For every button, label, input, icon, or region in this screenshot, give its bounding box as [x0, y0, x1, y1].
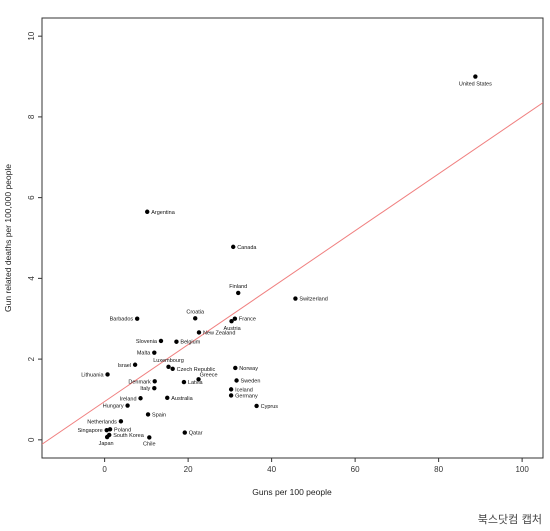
data-point: [104, 427, 109, 433]
point-label: Croatia: [186, 309, 205, 315]
data-point: [147, 435, 152, 440]
point-label: Iceland: [235, 387, 253, 393]
point-label: Lithuania: [81, 372, 104, 378]
data-points: United States Argentina Canada Finland Switz…: [78, 74, 492, 447]
point-label: Poland: [114, 427, 131, 433]
x-tick-label: 40: [267, 465, 276, 474]
data-point: [145, 412, 151, 417]
y-tick-label: 0: [27, 437, 36, 442]
point-label: Czech Republic: [177, 367, 216, 373]
axis-ticks: 0 20 40 60 80 100 0 2 4 6 8 10: [27, 31, 529, 474]
point-label: Singapore: [78, 428, 103, 434]
point-label: Netherlands: [87, 419, 117, 425]
point-label: Malta: [137, 351, 151, 357]
point-label: Hungary: [103, 404, 124, 410]
y-tick-label: 2: [27, 356, 36, 361]
regression-line-path: [42, 102, 543, 445]
data-point: [234, 378, 239, 383]
point-label: Germany: [235, 393, 258, 399]
data-point: [107, 427, 113, 432]
point-label: Australia: [171, 396, 193, 402]
point-label: Austria: [224, 326, 242, 332]
point-label: Sweden: [241, 378, 261, 384]
data-point: [233, 365, 238, 371]
data-point: [152, 385, 157, 391]
data-point: [293, 296, 298, 301]
point-label: Finland: [229, 284, 247, 290]
point-label: Chile: [143, 441, 156, 447]
data-point: [170, 366, 175, 371]
data-point: [232, 316, 238, 321]
data-point: [152, 350, 157, 355]
image-credit: 북스닷컴 캡처: [477, 513, 542, 526]
point-label: New Zealand: [203, 330, 235, 336]
point-label: Belgium: [180, 340, 200, 346]
point-label: Argentina: [151, 210, 175, 216]
data-point: [228, 387, 234, 392]
plot-frame: [41, 17, 544, 459]
point-label: Ireland: [120, 396, 137, 402]
x-tick-label: 0: [102, 465, 107, 474]
point-label: Spain: [152, 412, 166, 418]
point-label: South Korea: [113, 433, 145, 439]
point-label: Barbados: [110, 317, 134, 323]
y-tick-label: 6: [27, 195, 36, 200]
point-label: Israel: [118, 363, 131, 369]
point-label: Cyprus: [261, 404, 279, 410]
data-point: [473, 74, 478, 79]
point-label: Switzerland: [299, 297, 327, 303]
data-point: [105, 372, 110, 377]
point-label: United States: [459, 82, 492, 88]
data-point: [145, 209, 150, 214]
point-label: Canada: [237, 245, 257, 251]
data-point: [193, 316, 198, 321]
data-point: [166, 364, 171, 369]
x-tick-label: 60: [351, 465, 360, 474]
x-tick-label: 100: [515, 465, 529, 474]
y-tick-label: 10: [27, 31, 36, 40]
y-tick-label: 8: [27, 114, 36, 119]
data-point: [196, 330, 202, 335]
data-point: [125, 403, 130, 408]
x-axis-title: Guns per 100 people: [252, 487, 332, 497]
point-label: Qatar: [189, 431, 203, 437]
point-label: Italy: [140, 386, 150, 392]
point-label: Latvia: [188, 380, 204, 386]
point-label: Slovenia: [136, 339, 158, 345]
point-label: Luxembourg: [153, 358, 184, 364]
data-point: [181, 379, 187, 385]
data-point: [165, 395, 170, 401]
data-point: [104, 434, 110, 440]
point-label: Japan: [99, 441, 114, 447]
data-point: [182, 430, 187, 435]
data-point: [138, 396, 143, 401]
regression-line: [42, 102, 543, 445]
data-point: [254, 403, 259, 409]
data-point: [152, 379, 157, 384]
y-axis-title: Gun related deaths per 100,000 people: [3, 164, 13, 312]
data-point: [228, 393, 234, 398]
point-label: Denmark: [128, 379, 151, 385]
data-point: [174, 339, 179, 344]
point-label: France: [239, 317, 256, 323]
data-point: [134, 316, 140, 321]
data-point: [196, 377, 201, 382]
x-tick-label: 20: [184, 465, 193, 474]
data-point: [132, 362, 138, 367]
data-point: [158, 338, 164, 344]
data-point: [229, 318, 234, 324]
x-tick-label: 80: [434, 465, 443, 474]
point-label: Norway: [239, 366, 258, 372]
y-tick-label: 4: [27, 276, 36, 281]
data-point: [236, 290, 241, 296]
data-point: [231, 244, 236, 250]
point-label: Greece: [200, 372, 218, 378]
data-point: [118, 419, 124, 424]
